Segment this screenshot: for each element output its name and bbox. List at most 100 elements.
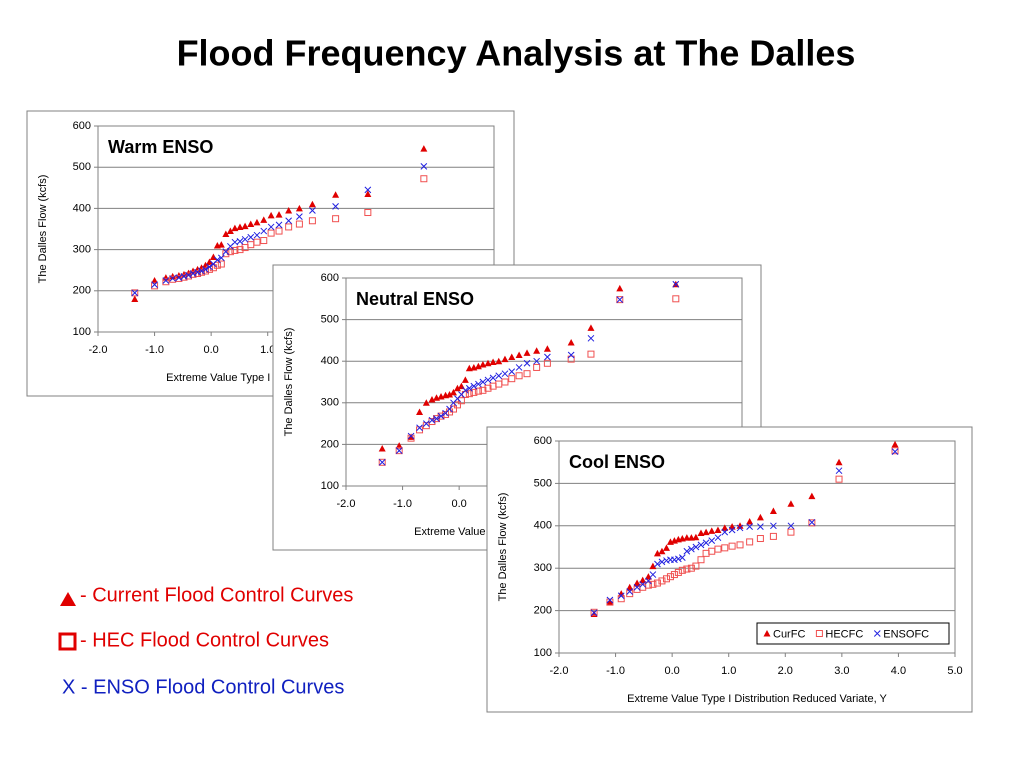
marker bbox=[236, 223, 244, 230]
marker bbox=[891, 448, 899, 455]
marker bbox=[185, 272, 193, 280]
marker bbox=[217, 241, 225, 248]
marker bbox=[437, 412, 445, 420]
x-tick-label: -2.0 bbox=[550, 665, 569, 677]
marker bbox=[769, 532, 777, 540]
marker bbox=[420, 163, 428, 170]
marker bbox=[474, 387, 482, 395]
marker bbox=[644, 573, 652, 580]
marker bbox=[267, 229, 275, 237]
marker bbox=[309, 207, 316, 214]
marker bbox=[616, 284, 624, 292]
marker bbox=[543, 345, 551, 352]
marker bbox=[746, 523, 753, 531]
marker bbox=[508, 375, 516, 383]
marker bbox=[672, 295, 680, 303]
marker bbox=[670, 571, 678, 579]
marker bbox=[633, 583, 641, 591]
marker bbox=[617, 590, 625, 597]
marker bbox=[675, 555, 682, 563]
marker bbox=[437, 412, 445, 420]
marker bbox=[222, 250, 230, 258]
marker bbox=[416, 424, 423, 432]
note: X - ENSO Flood Control Curves bbox=[62, 676, 344, 698]
marker bbox=[736, 522, 744, 529]
marker bbox=[428, 416, 436, 424]
y-tick-label: 100 bbox=[73, 326, 91, 338]
marker bbox=[644, 581, 652, 589]
marker bbox=[523, 349, 531, 356]
x-tick-label: 5.0 bbox=[947, 665, 962, 677]
marker bbox=[253, 231, 261, 239]
marker bbox=[332, 191, 340, 198]
marker bbox=[214, 256, 221, 264]
marker bbox=[626, 583, 634, 591]
marker bbox=[835, 475, 843, 483]
marker bbox=[697, 529, 705, 537]
marker bbox=[645, 577, 652, 585]
note: - HEC Flood Control Curves bbox=[80, 629, 329, 651]
marker bbox=[501, 355, 509, 363]
marker bbox=[674, 568, 682, 576]
marker bbox=[616, 296, 624, 303]
note: - Current Flood Control Curves bbox=[80, 584, 353, 606]
marker bbox=[808, 519, 816, 526]
marker bbox=[658, 547, 666, 555]
marker bbox=[692, 543, 700, 551]
marker bbox=[687, 564, 695, 572]
marker bbox=[639, 580, 647, 588]
marker bbox=[484, 376, 492, 384]
marker bbox=[708, 527, 716, 534]
marker bbox=[787, 500, 795, 507]
marker bbox=[332, 202, 339, 210]
marker bbox=[479, 361, 487, 368]
marker bbox=[543, 359, 551, 367]
y-tick-label: 600 bbox=[73, 120, 91, 132]
marker bbox=[479, 386, 487, 394]
marker bbox=[702, 539, 710, 547]
marker bbox=[523, 370, 531, 378]
marker bbox=[728, 526, 736, 534]
charts: 100 200 300 400 500 600 -2.0 -1.0 0.0 1.0 2.0 3.0 4.… bbox=[26, 110, 973, 713]
x-tick-label: 0.0 bbox=[664, 665, 679, 677]
marker bbox=[756, 513, 764, 521]
marker bbox=[194, 268, 201, 276]
marker bbox=[590, 608, 598, 616]
marker bbox=[201, 267, 209, 275]
marker bbox=[189, 270, 197, 277]
marker bbox=[241, 235, 249, 243]
x-tick-label: -1.0 bbox=[393, 498, 412, 510]
marker bbox=[721, 528, 729, 536]
marker bbox=[626, 588, 634, 595]
chart-annotation: Warm ENSO bbox=[108, 137, 213, 157]
marker bbox=[697, 556, 705, 564]
x-tick-label: 3.0 bbox=[834, 665, 849, 677]
marker bbox=[501, 370, 509, 378]
marker bbox=[489, 374, 497, 382]
y-tick-label: 600 bbox=[534, 435, 552, 447]
x-tick-label: 4.0 bbox=[891, 665, 906, 677]
marker bbox=[653, 579, 661, 587]
x-tick-label: 1.0 bbox=[260, 344, 275, 356]
marker bbox=[420, 175, 428, 183]
marker bbox=[422, 399, 430, 406]
y-axis-title: The Dalles Flow (kcfs) bbox=[37, 175, 49, 284]
chart-annotation: Cool ENSO bbox=[569, 452, 665, 472]
marker bbox=[508, 368, 516, 375]
marker bbox=[275, 211, 283, 218]
marker bbox=[808, 492, 816, 500]
marker bbox=[746, 538, 754, 546]
marker bbox=[474, 362, 482, 370]
marker bbox=[721, 524, 729, 531]
marker bbox=[378, 458, 386, 466]
marker bbox=[479, 378, 487, 386]
marker bbox=[267, 211, 275, 219]
marker bbox=[515, 364, 523, 371]
x-tick-label: 2.0 bbox=[778, 665, 793, 677]
marker bbox=[683, 565, 691, 573]
y-tick-label: 500 bbox=[321, 314, 339, 326]
marker bbox=[671, 556, 678, 564]
x-axis-title: Extreme Value Type I Distribution Reduce… bbox=[627, 693, 887, 705]
marker bbox=[407, 432, 415, 440]
